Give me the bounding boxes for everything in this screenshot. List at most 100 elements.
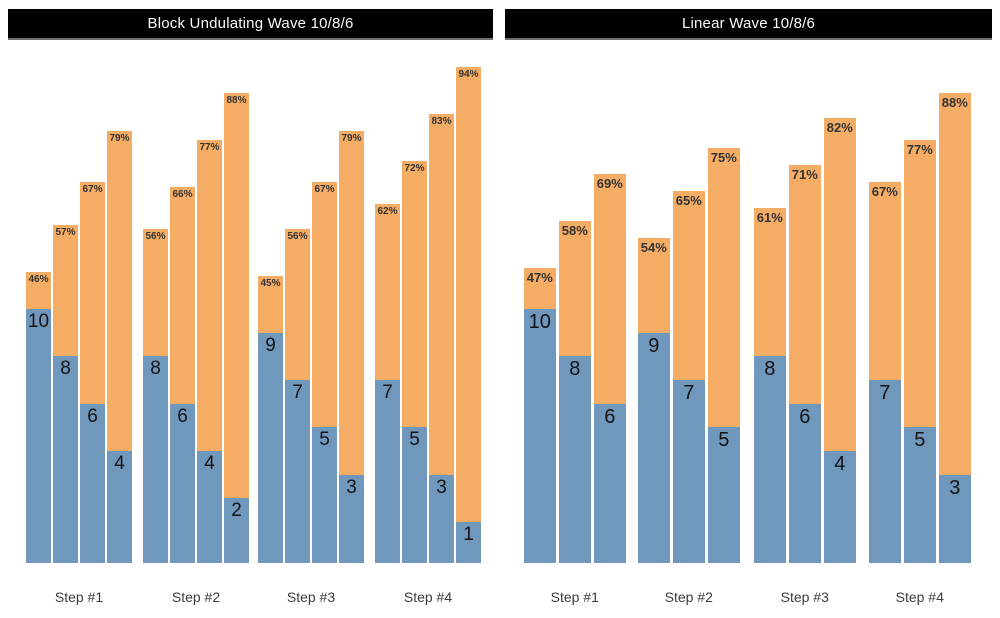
reps-segment: 7 xyxy=(869,380,901,563)
intensity-label: 54% xyxy=(640,239,667,255)
reps-segment: 8 xyxy=(559,356,591,563)
intensity-label: 65% xyxy=(675,192,702,208)
set-bar: 67% 7 xyxy=(869,182,901,563)
intensity-label: 56% xyxy=(287,231,308,243)
reps-segment: 3 xyxy=(429,474,454,563)
reps-label: 6 xyxy=(177,405,188,427)
reps-segment: 2 xyxy=(224,498,249,563)
reps-segment: 5 xyxy=(402,427,427,563)
chart-title-right: Linear Wave 10/8/6 xyxy=(505,9,992,40)
plot-area-right: 47% 10 58% 8 69% 6 Step #1 54% 9 65% 7 75% 5 Step #2 6… xyxy=(505,0,992,618)
set-bar: 94% 1 xyxy=(456,67,481,563)
intensity-label: 57% xyxy=(55,227,76,239)
reps-segment: 8 xyxy=(754,356,786,563)
intensity-label: 82% xyxy=(826,120,853,136)
reps-segment: 10 xyxy=(26,308,51,563)
set-bar: 65% 7 xyxy=(673,190,705,563)
set-bar: 67% 5 xyxy=(312,182,337,563)
set-bar: 88% 2 xyxy=(224,92,249,563)
reps-label: 4 xyxy=(834,453,846,476)
set-bar: 88% 3 xyxy=(939,92,971,563)
intensity-label: 75% xyxy=(710,150,737,166)
reps-segment: 3 xyxy=(939,474,971,563)
intensity-label: 56% xyxy=(145,231,166,243)
reps-segment: 7 xyxy=(285,380,310,563)
set-bar: 57% 8 xyxy=(53,225,78,563)
reps-label: 6 xyxy=(799,405,811,428)
reps-segment: 10 xyxy=(524,308,556,563)
intensity-label: 83% xyxy=(431,116,452,128)
reps-segment: 6 xyxy=(594,403,626,563)
intensity-label: 61% xyxy=(756,209,783,225)
set-bar: 47% 10 xyxy=(524,267,556,563)
reps-label: 9 xyxy=(265,334,276,356)
reps-label: 5 xyxy=(718,429,730,452)
reps-segment: 4 xyxy=(107,451,132,563)
reps-label: 8 xyxy=(764,358,776,381)
plot-area-left: 46% 10 57% 8 67% 6 79% 4 Step #1 56% 8 66% 6 77% 4 88% 2… xyxy=(8,0,493,618)
step-label: Step #3 xyxy=(286,589,336,605)
set-bar: 62% 7 xyxy=(375,203,400,563)
reps-label: 8 xyxy=(150,358,161,380)
set-bar: 75% 5 xyxy=(708,148,740,563)
reps-segment: 3 xyxy=(339,474,364,563)
reps-segment: 5 xyxy=(708,427,740,563)
intensity-label: 67% xyxy=(871,184,898,200)
reps-label: 5 xyxy=(409,429,420,451)
step-label: Step #3 xyxy=(780,589,829,605)
step-label: Step #4 xyxy=(403,589,453,605)
chart-title-left: Block Undulating Wave 10/8/6 xyxy=(8,9,493,40)
set-bar: 82% 4 xyxy=(824,118,856,563)
set-bar: 56% 7 xyxy=(285,229,310,563)
reps-label: 3 xyxy=(346,476,357,498)
intensity-segment xyxy=(456,67,481,563)
reps-segment: 1 xyxy=(456,522,481,563)
intensity-label: 66% xyxy=(172,188,193,200)
set-bar: 58% 8 xyxy=(559,220,591,563)
reps-label: 5 xyxy=(914,429,926,452)
intensity-label: 46% xyxy=(28,274,49,286)
reps-segment: 7 xyxy=(673,380,705,563)
reps-label: 9 xyxy=(648,334,660,357)
reps-segment: 7 xyxy=(375,380,400,563)
reps-label: 7 xyxy=(683,382,695,404)
intensity-label: 94% xyxy=(458,69,479,81)
intensity-label: 79% xyxy=(109,133,130,145)
intensity-segment xyxy=(224,92,249,563)
reps-segment: 6 xyxy=(170,403,195,563)
reps-segment: 6 xyxy=(789,403,821,563)
step-label: Step #2 xyxy=(664,589,713,605)
reps-label: 5 xyxy=(319,429,330,451)
chart-panel-left: Block Undulating Wave 10/8/6 46% 10 57% 8 67… xyxy=(8,0,493,618)
set-bar: 66% 6 xyxy=(170,186,195,563)
reps-label: 3 xyxy=(949,476,961,499)
step-label: Step #1 xyxy=(54,589,104,605)
intensity-label: 72% xyxy=(404,163,425,174)
set-bar: 67% 6 xyxy=(80,182,105,563)
set-bar: 79% 3 xyxy=(339,131,364,563)
reps-label: 6 xyxy=(87,405,98,427)
reps-label: 10 xyxy=(27,310,50,332)
reps-label: 7 xyxy=(292,382,303,403)
reps-label: 2 xyxy=(231,500,242,522)
step-label: Step #1 xyxy=(550,589,599,605)
set-bar: 56% 8 xyxy=(143,229,168,563)
intensity-label: 88% xyxy=(941,94,968,110)
reps-segment: 8 xyxy=(53,356,78,563)
reps-label: 7 xyxy=(879,382,891,404)
reps-label: 3 xyxy=(436,476,447,498)
reps-label: 7 xyxy=(382,382,393,403)
reps-segment: 4 xyxy=(824,451,856,563)
intensity-label: 71% xyxy=(791,167,818,183)
set-bar: 54% 9 xyxy=(638,237,670,563)
reps-segment: 4 xyxy=(197,451,222,563)
set-bar: 46% 10 xyxy=(26,272,51,563)
intensity-label: 47% xyxy=(526,269,553,285)
reps-segment: 5 xyxy=(312,427,337,563)
intensity-label: 69% xyxy=(596,175,623,191)
reps-label: 10 xyxy=(528,310,551,333)
set-bar: 45% 9 xyxy=(258,276,283,563)
reps-segment: 9 xyxy=(638,332,670,563)
reps-segment: 8 xyxy=(143,356,168,563)
